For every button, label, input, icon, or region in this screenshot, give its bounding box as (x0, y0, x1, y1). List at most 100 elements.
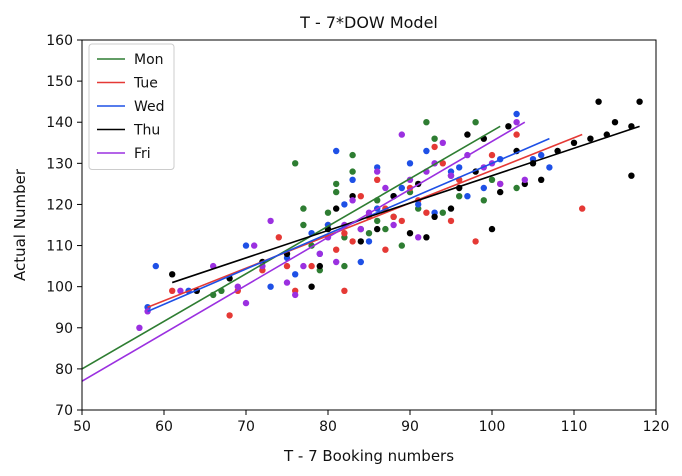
plot-content (81, 40, 656, 410)
data-point (546, 164, 553, 171)
data-point (292, 160, 299, 167)
data-point (283, 279, 291, 286)
y-tick-label: 80 (55, 362, 73, 378)
data-point (513, 131, 520, 138)
data-point (357, 225, 364, 233)
fit-line-mon (81, 125, 501, 370)
data-point (398, 217, 405, 225)
data-point (324, 209, 332, 216)
data-point (505, 123, 512, 130)
data-point (382, 225, 389, 233)
data-point (390, 221, 397, 229)
data-point (333, 188, 340, 196)
data-point (538, 176, 545, 183)
data-point (579, 205, 586, 212)
data-point (472, 238, 479, 245)
plot-background (82, 40, 656, 410)
data-point (521, 176, 528, 183)
data-point (464, 131, 471, 138)
data-point (447, 172, 455, 179)
data-point (439, 160, 446, 167)
data-point (374, 225, 381, 233)
y-tick-label: 120 (46, 197, 73, 213)
legend-label: Fri (134, 146, 151, 162)
data-point (431, 135, 438, 142)
x-axis-label: T - 7 Booking numbers (283, 447, 454, 465)
y-tick-label: 160 (46, 33, 73, 49)
data-point (300, 205, 307, 212)
data-point (423, 234, 430, 241)
data-point (177, 287, 184, 294)
data-point (242, 242, 250, 249)
data-point (431, 213, 438, 220)
data-point (357, 258, 364, 266)
x-tick-label: 70 (237, 419, 255, 435)
x-tick-label: 110 (561, 419, 588, 435)
data-point (447, 217, 455, 225)
data-point (415, 234, 422, 241)
data-point (374, 217, 381, 225)
data-point (513, 119, 520, 126)
data-point (513, 110, 520, 118)
data-point (488, 151, 496, 159)
data-point (152, 262, 159, 270)
data-point (636, 98, 643, 105)
data-point (472, 119, 479, 126)
plot-frame (81, 39, 657, 411)
data-point (456, 164, 463, 171)
y-tick-label: 70 (55, 403, 73, 419)
data-point (341, 201, 348, 208)
y-tick-label: 150 (46, 74, 73, 90)
data-point (488, 176, 496, 183)
y-tick-label: 100 (46, 280, 73, 296)
data-point (169, 271, 176, 278)
chart-title: T - 7*DOW Model (299, 13, 438, 32)
data-point (300, 221, 307, 229)
data-point (431, 143, 438, 151)
legend-label: Thu (133, 123, 160, 139)
data-point (136, 324, 143, 331)
data-point (251, 242, 258, 249)
data-point (497, 188, 504, 196)
y-tick-label: 110 (46, 239, 73, 255)
data-point (406, 160, 414, 167)
legend-label: Mon (134, 52, 164, 68)
data-point (382, 184, 389, 192)
y-tick-label: 140 (46, 115, 73, 131)
data-point (587, 135, 594, 142)
data-point (349, 151, 356, 159)
data-point (267, 217, 274, 225)
data-point (333, 258, 340, 266)
data-point (447, 205, 455, 212)
data-point (398, 242, 405, 249)
data-point (341, 230, 348, 237)
x-tick-label: 60 (155, 419, 173, 435)
x-tick-label: 100 (479, 419, 506, 435)
data-point (398, 184, 405, 192)
data-point (349, 238, 356, 245)
data-point (365, 238, 373, 245)
data-point (423, 209, 430, 216)
data-point (595, 98, 602, 105)
data-point (390, 213, 397, 220)
data-point (169, 287, 176, 294)
data-point (333, 147, 340, 155)
data-point (333, 246, 340, 253)
data-point (439, 209, 446, 216)
data-point (439, 139, 446, 146)
data-point (242, 299, 250, 307)
data-point (611, 119, 619, 126)
data-point (267, 283, 274, 290)
data-point (341, 287, 348, 294)
data-point (349, 176, 356, 183)
x-axis: 50 60 70 80 90 100 110 120 (73, 410, 669, 435)
data-point (283, 262, 291, 270)
legend-label: Wed (134, 99, 165, 115)
data-point (464, 193, 471, 200)
data-point (382, 246, 389, 253)
data-point (333, 180, 340, 188)
data-point (513, 184, 520, 192)
data-point (365, 230, 373, 237)
legend: Mon Tue Wed Thu Fri (88, 43, 175, 170)
